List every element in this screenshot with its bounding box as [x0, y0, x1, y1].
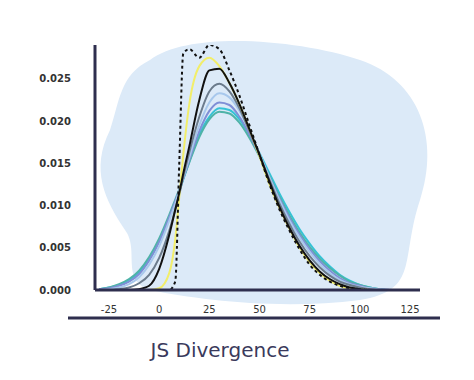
svg-text:100: 100 [350, 304, 369, 315]
html-text:JS Divergence: JS Divergence [150, 338, 290, 362]
svg-text:0.020: 0.020 [39, 116, 71, 127]
svg-text:0.015: 0.015 [39, 158, 71, 169]
svg-text:125: 125 [400, 304, 419, 315]
svg-text:75: 75 [303, 304, 316, 315]
svg-text:50: 50 [253, 304, 266, 315]
svg-text:0.005: 0.005 [39, 242, 71, 253]
svg-text:0.000: 0.000 [39, 285, 71, 296]
svg-text:0: 0 [156, 304, 162, 315]
svg-text:0.025: 0.025 [39, 73, 71, 84]
svg-text:0.010: 0.010 [39, 200, 71, 211]
svg-text:25: 25 [203, 304, 216, 315]
svg-text:-25: -25 [101, 304, 117, 315]
